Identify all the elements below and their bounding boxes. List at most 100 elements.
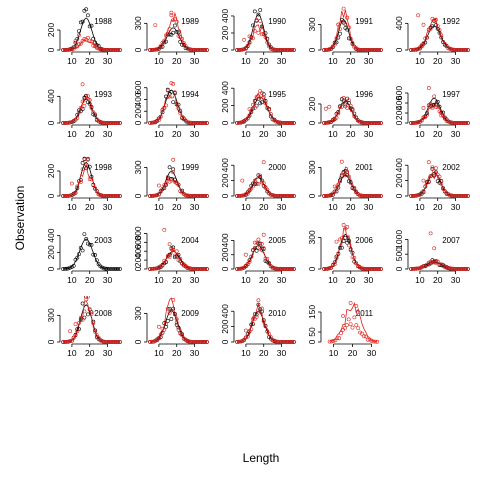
red-point <box>149 194 154 198</box>
y-tick-label: 400 <box>133 92 143 106</box>
plot-area <box>235 232 296 271</box>
black-point <box>93 113 98 118</box>
y-tick-label: 0 <box>133 120 143 125</box>
red-point <box>118 194 122 198</box>
red-point <box>363 193 367 198</box>
red-point <box>442 265 447 269</box>
red-point <box>235 339 239 344</box>
x-tick-label: 30 <box>103 56 113 66</box>
red-point <box>377 48 382 52</box>
red-point <box>323 106 328 111</box>
red-point <box>96 192 101 197</box>
red-point <box>450 266 454 271</box>
red-point <box>203 121 208 125</box>
x-tick-label: 20 <box>172 348 182 358</box>
red-point <box>322 267 326 271</box>
red-point <box>442 116 447 121</box>
red-point <box>118 48 122 52</box>
red-point <box>176 106 181 111</box>
red-point <box>261 181 266 186</box>
red-point <box>377 194 382 198</box>
red-point <box>368 267 373 271</box>
red-point <box>148 194 152 198</box>
red-point <box>361 334 366 339</box>
red-point <box>236 339 241 344</box>
red-point <box>348 103 353 108</box>
year-label: 2001 <box>355 163 373 172</box>
red-point <box>254 240 259 245</box>
black-point <box>439 35 444 40</box>
red-point <box>242 47 247 52</box>
x-tick-label: 20 <box>259 56 269 66</box>
red-point <box>290 121 295 125</box>
black-point <box>419 44 424 49</box>
y-tick-label: 0 <box>394 266 404 271</box>
red-point <box>176 182 181 187</box>
red-point <box>338 27 342 32</box>
red-point <box>437 262 442 267</box>
red-point <box>331 338 336 343</box>
red-point <box>464 194 469 198</box>
y-tick-label: 300 <box>133 306 143 320</box>
red-point <box>169 308 174 313</box>
y-tick-label: 400 <box>220 81 230 95</box>
red-point <box>240 120 245 125</box>
red-point <box>238 193 243 198</box>
black-point <box>71 263 76 268</box>
y-tick-label: 200 <box>394 173 404 187</box>
black-point <box>84 296 89 299</box>
red-point <box>323 266 328 271</box>
black-point <box>84 7 89 12</box>
black-point <box>251 23 255 28</box>
red-point <box>363 266 367 271</box>
y-tick-label: 0 <box>46 266 56 271</box>
red-point <box>379 194 383 198</box>
black-point <box>339 17 344 22</box>
red-point <box>61 340 65 344</box>
x-tick-label: 10 <box>241 129 251 139</box>
red-point <box>201 267 206 271</box>
red-point <box>327 47 332 52</box>
x-tick-label: 20 <box>259 348 269 358</box>
red-point <box>359 266 364 271</box>
black-point <box>171 100 176 105</box>
red-point <box>156 118 161 123</box>
red-point <box>421 264 426 269</box>
red-point <box>190 266 195 271</box>
x-tick-label: 20 <box>85 348 95 358</box>
red-point <box>442 42 447 46</box>
red-point <box>180 333 185 338</box>
red-point <box>176 327 181 332</box>
red-point <box>272 338 277 343</box>
red-point <box>160 263 165 268</box>
black-point <box>268 114 273 119</box>
red-point <box>466 194 470 198</box>
red-point <box>98 119 103 124</box>
red-point <box>242 37 247 42</box>
red-point <box>283 267 288 271</box>
black-point <box>336 35 341 40</box>
red-point <box>276 266 280 271</box>
red-point <box>118 121 122 125</box>
red-point <box>276 120 280 124</box>
red-point <box>267 332 272 336</box>
y-tick-label: 200 <box>220 247 230 261</box>
x-tick-label: 20 <box>85 202 95 212</box>
red-point <box>448 193 453 198</box>
x-tick-label: 20 <box>172 202 182 212</box>
red-point <box>446 265 451 270</box>
black-point <box>158 335 163 340</box>
y-tick-label: 400 <box>394 158 404 172</box>
red-point <box>149 120 154 125</box>
red-point <box>172 312 177 317</box>
red-point <box>93 112 98 117</box>
red-point <box>352 185 357 190</box>
red-point <box>410 121 415 125</box>
red-point <box>432 18 437 23</box>
plot-area <box>409 13 470 52</box>
red-point <box>197 194 202 198</box>
red-point <box>332 184 337 189</box>
red-point <box>421 188 426 193</box>
red-point <box>270 193 275 198</box>
